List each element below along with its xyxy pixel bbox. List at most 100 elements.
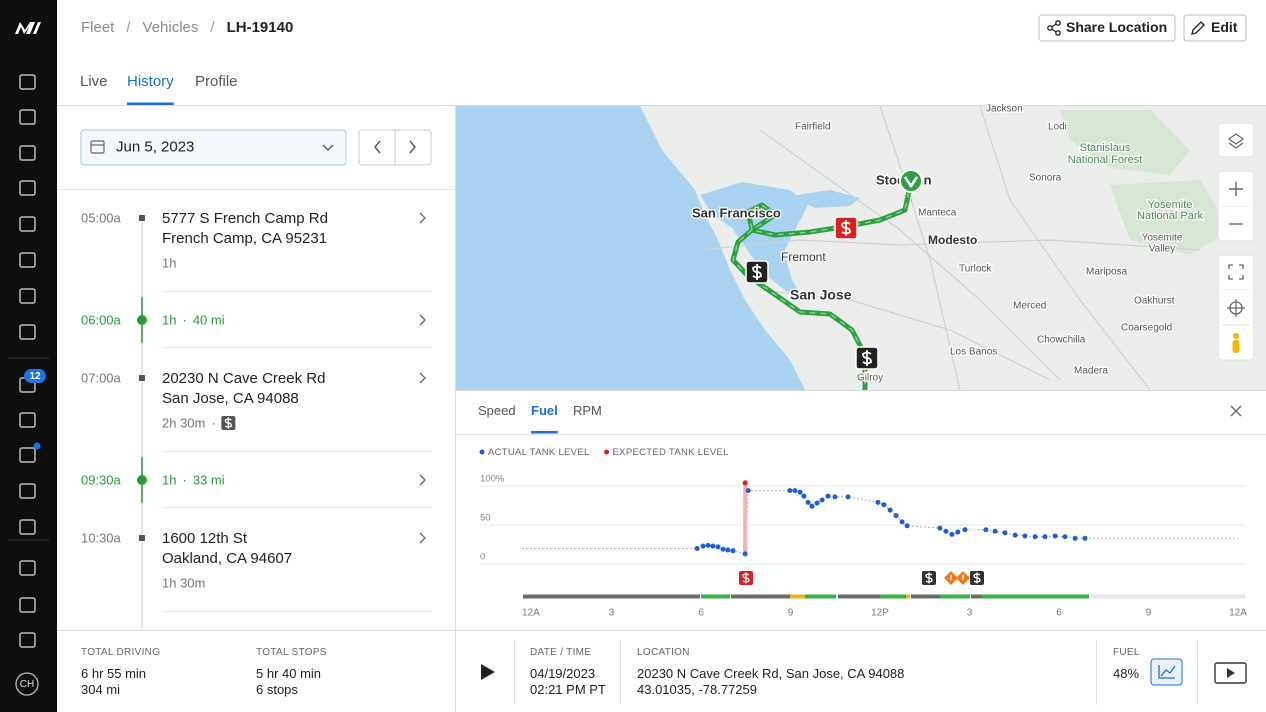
sidebar bbox=[0, 0, 57, 712]
stop-address[interactable]: 20230 N Cave Creek Rd bbox=[162, 370, 325, 387]
pegman-body[interactable] bbox=[1232, 340, 1240, 353]
summary-label: TOTAL DRIVING bbox=[81, 647, 160, 658]
breadcrumb-separator: / bbox=[126, 19, 131, 36]
chart-toggle-icon bbox=[1158, 665, 1176, 679]
tab[interactable]: History bbox=[127, 73, 174, 90]
actual-point bbox=[819, 497, 825, 503]
stop-address[interactable]: 5777 S French Camp Rd bbox=[162, 210, 328, 227]
nav-icon[interactable] bbox=[19, 483, 36, 499]
tab[interactable]: Live bbox=[80, 73, 108, 90]
breadcrumb-separator: / bbox=[210, 19, 215, 36]
nav-icon[interactable] bbox=[19, 109, 36, 125]
date-picker[interactable] bbox=[80, 129, 347, 166]
dropdown-chevron bbox=[322, 144, 334, 151]
row-chevron[interactable] bbox=[419, 532, 426, 544]
drive-duration: 1h bbox=[162, 312, 176, 327]
actual-point bbox=[1002, 530, 1008, 536]
stop-address[interactable]: 1600 12th St bbox=[162, 530, 248, 547]
stop-city: Oakland, CA 94607 bbox=[162, 550, 292, 567]
next-arrow[interactable] bbox=[409, 140, 416, 154]
drive-distance: 40 mi bbox=[193, 312, 225, 327]
actual-point bbox=[1022, 533, 1028, 539]
event-icon-glyph bbox=[925, 572, 933, 584]
x-tick-label: 6 bbox=[698, 608, 704, 619]
x-tick-label: 12A bbox=[522, 608, 540, 619]
header-button[interactable] bbox=[1038, 14, 1176, 42]
y-tick-label: 50 bbox=[480, 513, 491, 524]
x-tick-label: 3 bbox=[967, 608, 973, 619]
summary-label: FUEL bbox=[1113, 647, 1140, 658]
actual-point bbox=[792, 488, 798, 494]
nav-icon[interactable] bbox=[19, 252, 36, 268]
map-label: Valley bbox=[1149, 244, 1176, 255]
zoom-in[interactable] bbox=[1229, 182, 1243, 196]
nav-icon[interactable] bbox=[19, 216, 36, 232]
row-chevron[interactable] bbox=[419, 372, 426, 384]
map-road bbox=[759, 289, 1051, 381]
actual-point bbox=[949, 531, 955, 537]
chart-tab[interactable]: Speed bbox=[478, 403, 516, 418]
activity-segment bbox=[911, 594, 940, 599]
share-icon-dot bbox=[1055, 20, 1061, 26]
map-stop-glyph bbox=[862, 350, 872, 366]
header-button-label[interactable]: Edit bbox=[1211, 19, 1238, 35]
chart-toggle[interactable] bbox=[1150, 658, 1183, 686]
x-tick-label: 9 bbox=[788, 608, 794, 619]
close-icon[interactable] bbox=[1230, 405, 1242, 417]
timeline-separator: · bbox=[211, 415, 215, 430]
header-button[interactable] bbox=[1183, 14, 1247, 42]
nav-icon[interactable] bbox=[19, 632, 36, 648]
map-label: Manteca bbox=[918, 208, 957, 219]
play-button[interactable] bbox=[481, 664, 495, 680]
actual-point bbox=[937, 525, 943, 531]
summary-value: 20230 N Cave Creek Rd, San Jose, CA 9408… bbox=[637, 666, 904, 681]
map-label: Fremont bbox=[781, 250, 826, 264]
actual-point bbox=[992, 528, 998, 534]
breadcrumb-item[interactable]: Fleet bbox=[81, 19, 115, 36]
header-button-label[interactable]: Share Location bbox=[1066, 19, 1167, 35]
timeline-time: 07:00a bbox=[81, 370, 122, 385]
row-chevron[interactable] bbox=[419, 314, 426, 326]
event-icon-glyph bbox=[973, 572, 981, 584]
actual-point bbox=[797, 489, 803, 495]
map-park bbox=[1060, 110, 1190, 175]
actual-point bbox=[845, 494, 851, 500]
date-value[interactable]: Jun 5, 2023 bbox=[116, 138, 194, 155]
map-delta bbox=[790, 190, 860, 208]
row-chevron[interactable] bbox=[419, 212, 426, 224]
nav-icon[interactable] bbox=[19, 519, 36, 535]
chart-tab[interactable]: Fuel bbox=[531, 403, 558, 418]
activity-segment bbox=[805, 594, 836, 599]
breadcrumb-item[interactable]: Vehicles bbox=[143, 19, 199, 36]
start-marker-arrow bbox=[903, 176, 919, 189]
tab[interactable]: Profile bbox=[195, 73, 238, 90]
nav-icon[interactable] bbox=[19, 447, 36, 463]
y-tick-label: 0 bbox=[480, 552, 485, 563]
locate-icon-cross bbox=[1227, 299, 1245, 317]
nav-icon[interactable] bbox=[19, 324, 36, 340]
summary-label: DATE / TIME bbox=[530, 647, 591, 658]
nav-icon[interactable] bbox=[19, 288, 36, 304]
nav-icon[interactable] bbox=[19, 180, 36, 196]
row-chevron[interactable] bbox=[419, 474, 426, 486]
nav-icon[interactable] bbox=[19, 74, 36, 90]
timeline-separator: · bbox=[182, 312, 186, 327]
nav-icon[interactable] bbox=[19, 597, 36, 613]
pegman-head bbox=[1233, 333, 1239, 339]
activity-segment bbox=[906, 594, 910, 599]
actual-point bbox=[715, 544, 721, 550]
activity-segment bbox=[971, 594, 982, 599]
activity-segment bbox=[701, 594, 730, 599]
map-label: Sonora bbox=[1029, 173, 1062, 184]
fullscreen-icon[interactable] bbox=[1228, 264, 1244, 280]
map-control[interactable] bbox=[1217, 122, 1255, 158]
nav-icon[interactable] bbox=[19, 560, 36, 576]
map-label: Fairfield bbox=[795, 122, 831, 133]
avatar[interactable] bbox=[15, 672, 39, 696]
nav-icon[interactable] bbox=[19, 412, 36, 428]
prev-arrow[interactable] bbox=[374, 140, 381, 154]
nav-icon[interactable] bbox=[19, 145, 36, 161]
chart-tab[interactable]: RPM bbox=[573, 403, 602, 418]
expected-point bbox=[742, 480, 748, 486]
